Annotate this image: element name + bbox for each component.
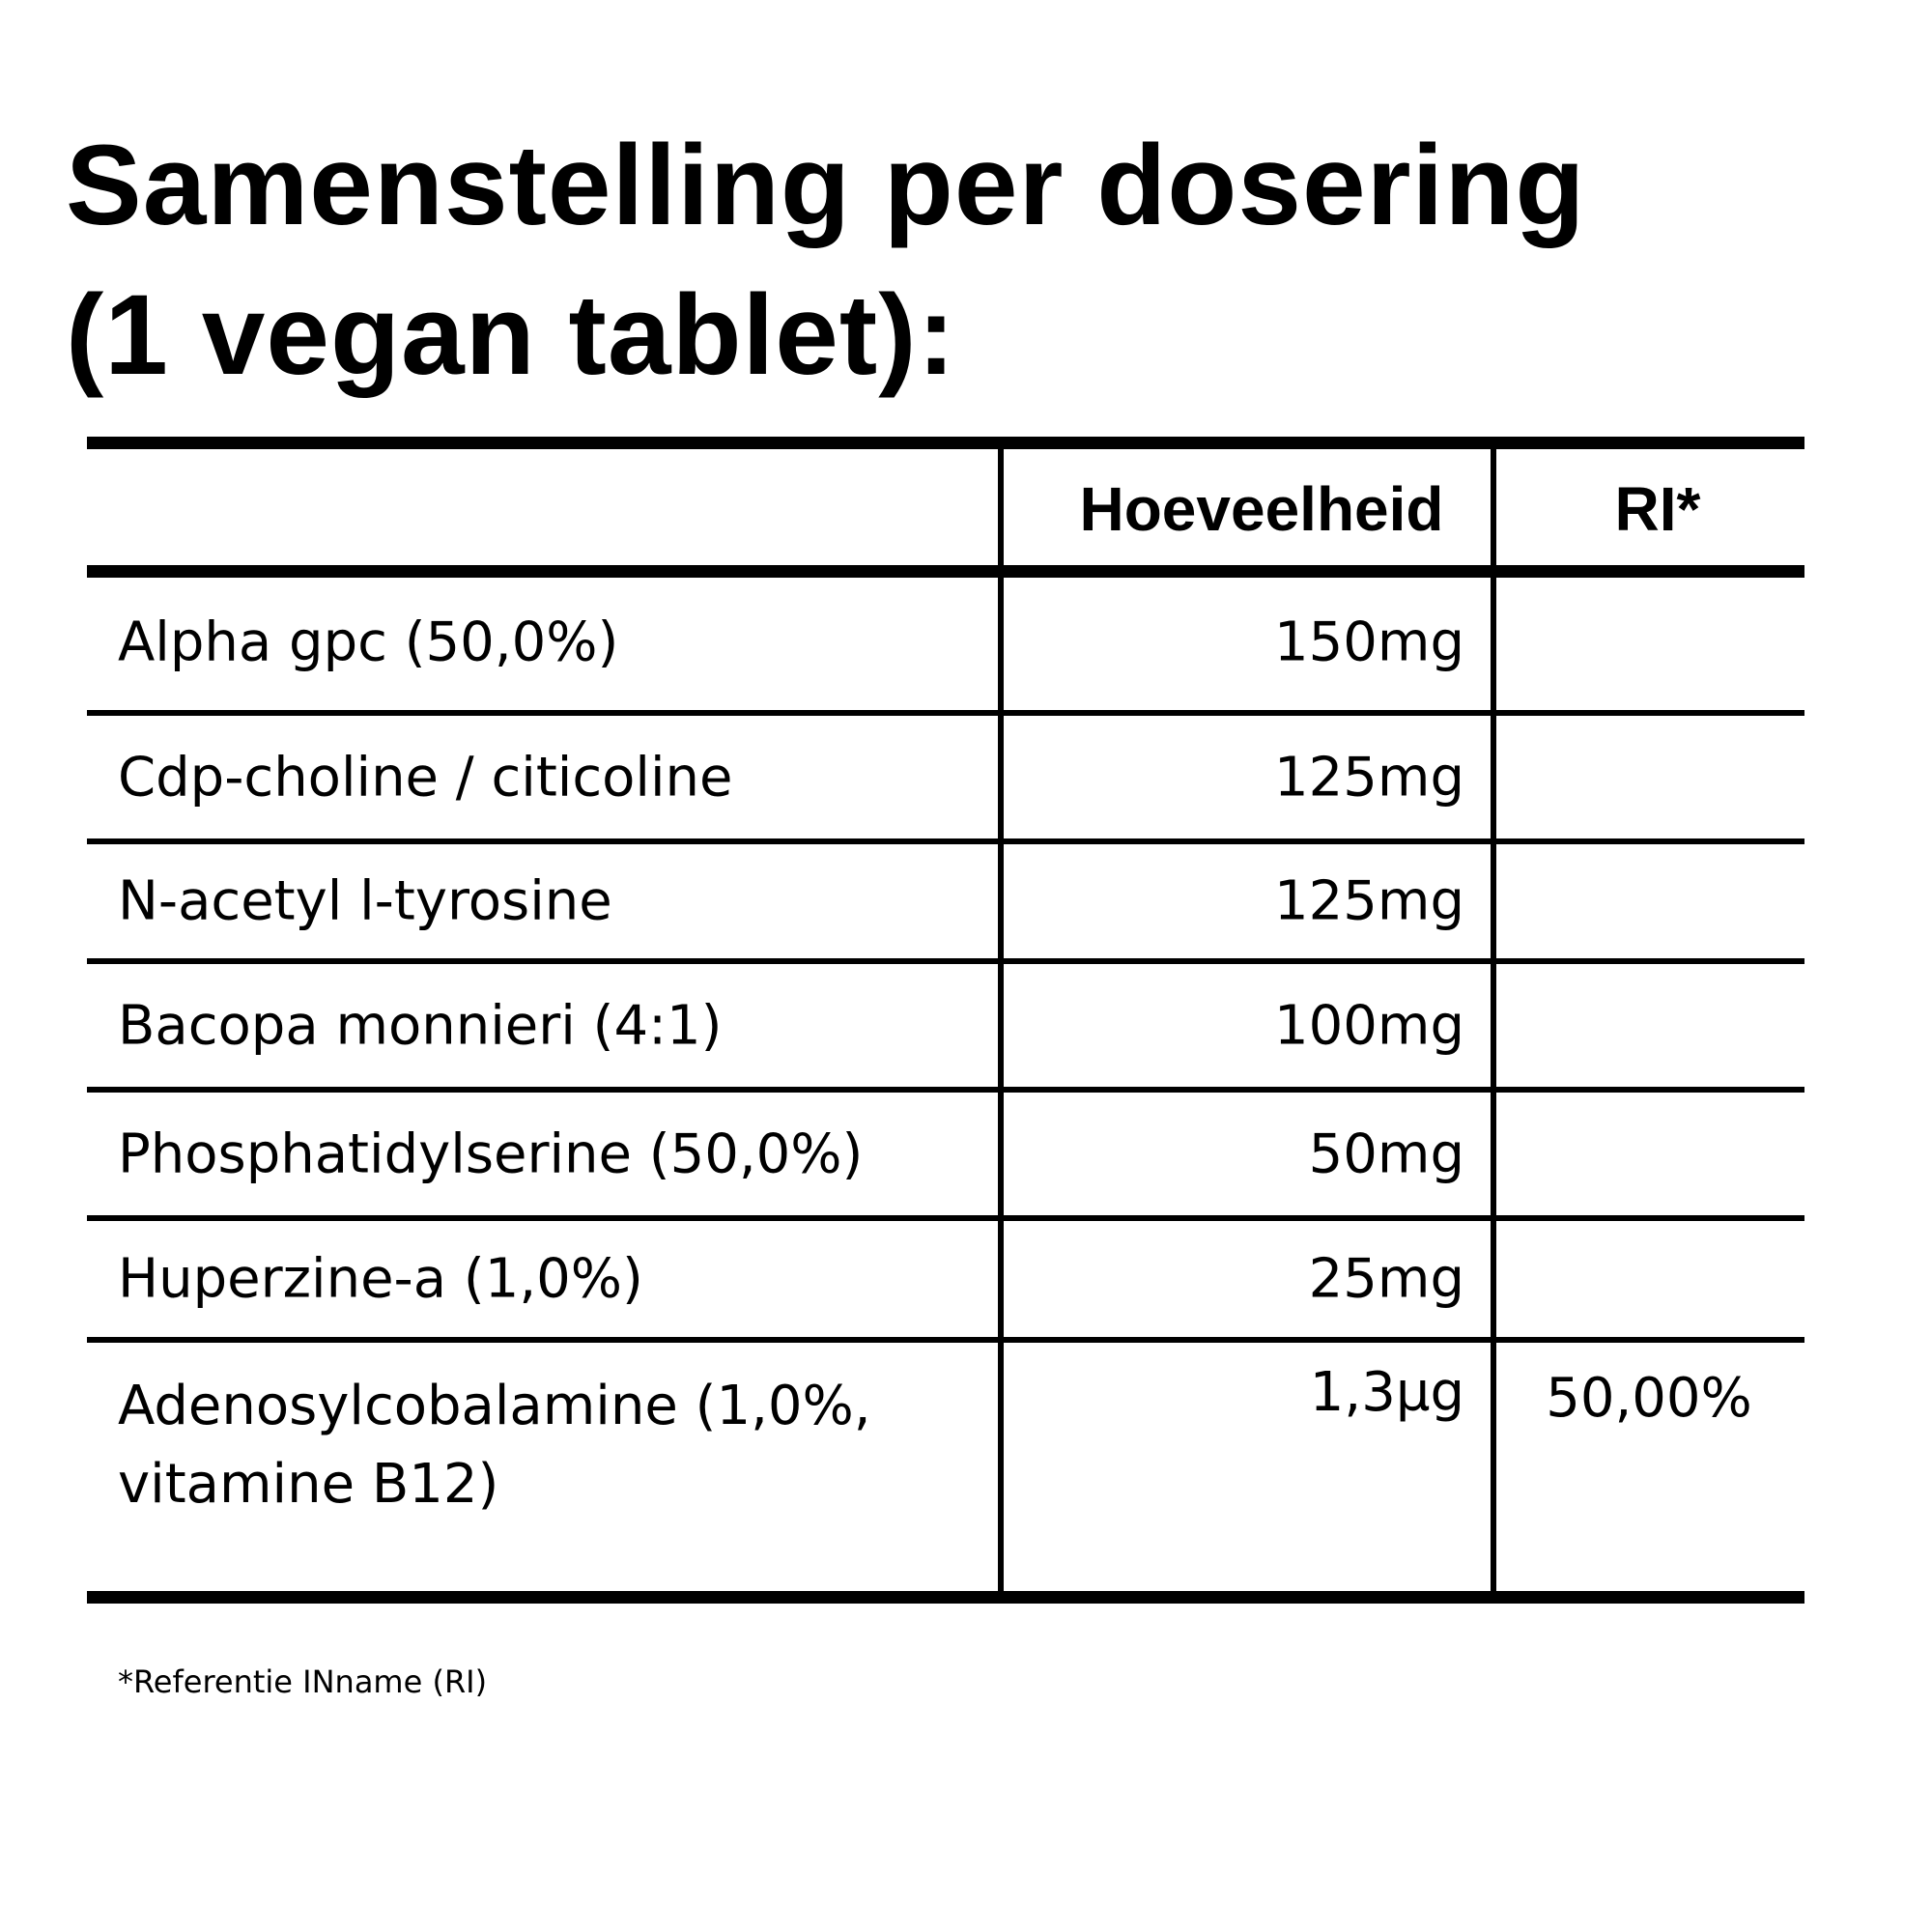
table-rule	[87, 710, 1804, 716]
table-rule	[87, 1337, 1804, 1343]
table-rule	[87, 1087, 1804, 1093]
amount: 25mg	[1308, 1247, 1464, 1311]
table-rule	[87, 564, 1804, 578]
table-rule	[87, 1215, 1804, 1221]
title: (1 vegan tablet):	[66, 271, 956, 399]
ingredient: Huperzine-a (1,0%)	[118, 1247, 643, 1311]
column-rule	[1491, 442, 1496, 1597]
amount: 125mg	[1274, 745, 1464, 809]
ingredient: Bacopa monnieri (4:1)	[118, 993, 723, 1057]
amount: 50mg	[1308, 1122, 1464, 1185]
column-rule	[998, 442, 1004, 1597]
ingredient: Cdp-choline / citicoline	[118, 745, 733, 809]
table-rule	[87, 1590, 1804, 1604]
column-header: Hoeveelheid	[1079, 474, 1444, 544]
amount: 125mg	[1274, 869, 1464, 933]
amount: 150mg	[1274, 610, 1464, 673]
ingredient: Alpha gpc (50,0%)	[118, 610, 619, 673]
ingredient: N-acetyl l-tyrosine	[118, 869, 612, 933]
column-header: RI*	[1614, 474, 1701, 544]
ri-value: 50,00%	[1546, 1367, 1752, 1430]
ingredient: Phosphatidylserine (50,0%)	[118, 1122, 864, 1185]
footnote: *Referentie INname (RI)	[118, 1663, 488, 1700]
ingredient: Adenosylcobalamine (1,0%, vitamine B12)	[118, 1375, 871, 1517]
table-rule	[87, 838, 1804, 844]
table-rule	[87, 436, 1804, 449]
amount: 100mg	[1274, 993, 1464, 1057]
amount: 1,3µg	[1309, 1361, 1464, 1424]
title: Samenstelling per dosering	[66, 122, 1586, 249]
table-rule	[87, 958, 1804, 964]
